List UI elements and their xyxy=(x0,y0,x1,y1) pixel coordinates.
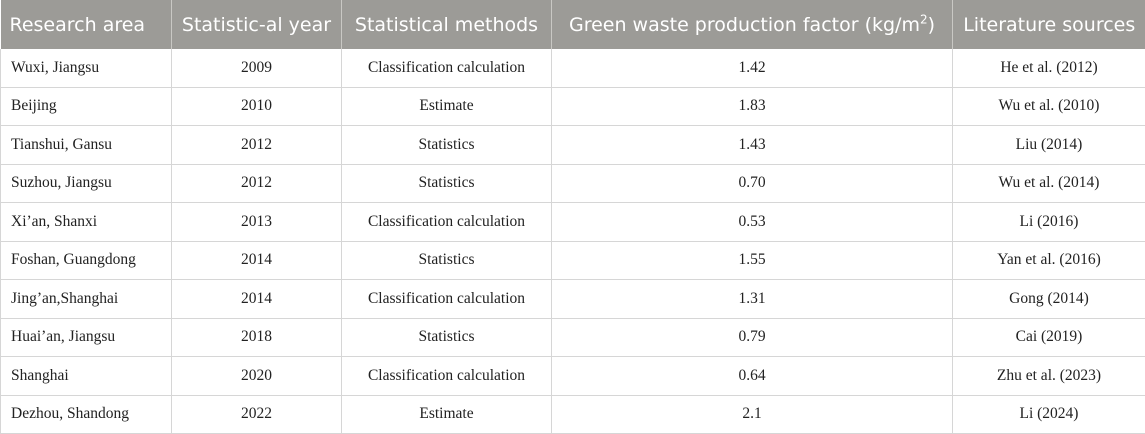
factor-cell: 0.53 xyxy=(552,203,953,242)
source-cell: Zhu et al. (2023) xyxy=(953,357,1145,396)
year-cell: 2014 xyxy=(172,241,342,280)
method-cell: Statistics xyxy=(342,318,552,357)
factor-cell: 1.43 xyxy=(552,126,953,165)
method-cell: Statistics xyxy=(342,241,552,280)
method-cell: Statistics xyxy=(342,164,552,203)
source-cell: Wu et al. (2010) xyxy=(953,87,1145,126)
research-area-cell: Jing’an,Shanghai xyxy=(1,280,172,319)
research-area-cell: Wuxi, Jiangsu xyxy=(1,49,172,87)
year-cell: 2018 xyxy=(172,318,342,357)
header-research-area: Research area xyxy=(1,0,172,49)
year-cell: 2009 xyxy=(172,49,342,87)
method-cell: Classification calculation xyxy=(342,280,552,319)
source-cell: He et al. (2012) xyxy=(953,49,1145,87)
factor-cell: 0.79 xyxy=(552,318,953,357)
factor-cell: 1.83 xyxy=(552,87,953,126)
factor-cell: 2.1 xyxy=(552,395,953,434)
source-cell: Li (2024) xyxy=(953,395,1145,434)
research-area-cell: Huai’an, Jiangsu xyxy=(1,318,172,357)
table-header: Research area Statistic-al year Statisti… xyxy=(1,0,1145,49)
research-area-cell: Foshan, Guangdong xyxy=(1,241,172,280)
factor-cell: 0.70 xyxy=(552,164,953,203)
factor-cell: 1.42 xyxy=(552,49,953,87)
factor-cell: 1.55 xyxy=(552,241,953,280)
factor-cell: 0.64 xyxy=(552,357,953,396)
year-cell: 2012 xyxy=(172,126,342,165)
source-cell: Gong (2014) xyxy=(953,280,1145,319)
header-production-factor-text: Green waste production factor (kg/m xyxy=(569,14,920,36)
year-cell: 2012 xyxy=(172,164,342,203)
header-unit-close: ) xyxy=(928,14,935,36)
header-literature-sources: Literature sources xyxy=(953,0,1145,49)
header-production-factor: Green waste production factor (kg/m2) xyxy=(552,0,953,49)
research-area-cell: Xi’an, Shanxi xyxy=(1,203,172,242)
year-cell: 2020 xyxy=(172,357,342,396)
research-area-cell: Dezhou, Shandong xyxy=(1,395,172,434)
method-cell: Classification calculation xyxy=(342,357,552,396)
year-cell: 2022 xyxy=(172,395,342,434)
method-cell: Estimate xyxy=(342,395,552,434)
year-cell: 2014 xyxy=(172,280,342,319)
source-cell: Wu et al. (2014) xyxy=(953,164,1145,203)
year-cell: 2010 xyxy=(172,87,342,126)
source-cell: Cai (2019) xyxy=(953,318,1145,357)
research-area-cell: Beijing xyxy=(1,87,172,126)
source-cell: Li (2016) xyxy=(953,203,1145,242)
source-cell: Yan et al. (2016) xyxy=(953,241,1145,280)
header-statistical-methods: Statistical methods xyxy=(342,0,552,49)
source-cell: Liu (2014) xyxy=(953,126,1145,165)
research-area-cell: Shanghai xyxy=(1,357,172,396)
research-area-cell: Suzhou, Jiangsu xyxy=(1,164,172,203)
method-cell: Classification calculation xyxy=(342,49,552,87)
year-cell: 2013 xyxy=(172,203,342,242)
header-row: Research area Statistic-al year Statisti… xyxy=(1,0,1145,49)
factor-cell: 1.31 xyxy=(552,280,953,319)
research-area-cell: Tianshui, Gansu xyxy=(1,126,172,165)
method-cell: Estimate xyxy=(342,87,552,126)
header-unit-superscript: 2 xyxy=(920,12,928,26)
method-cell: Classification calculation xyxy=(342,203,552,242)
header-statistical-year: Statistic-al year xyxy=(172,0,342,49)
method-cell: Statistics xyxy=(342,126,552,165)
